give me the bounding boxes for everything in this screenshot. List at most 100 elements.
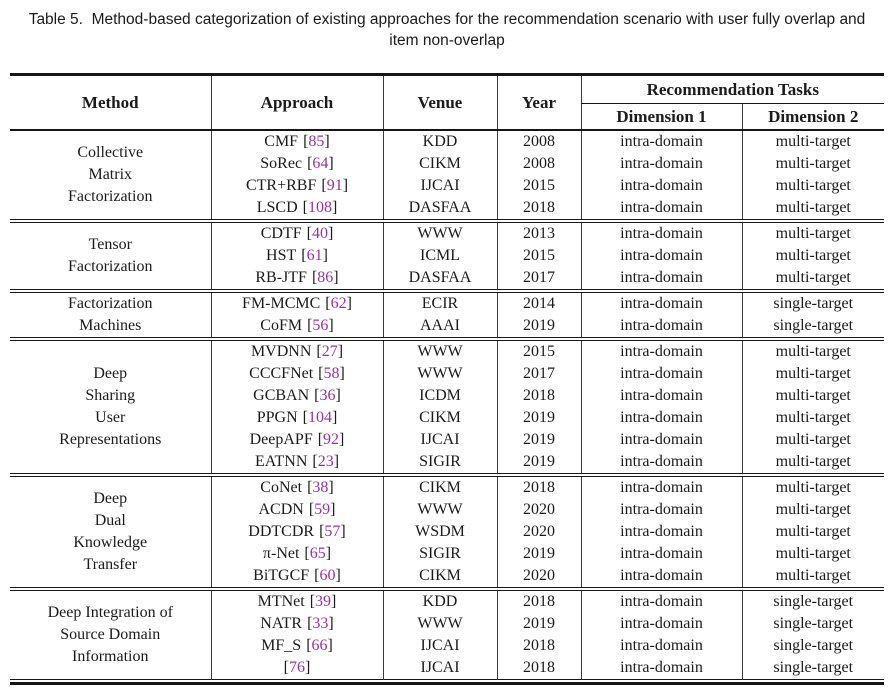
dimension2-cell: single-target: [741, 315, 885, 339]
table-row: PPGN [104] CIKM 2019 intra-domain multi-targe…: [10, 407, 885, 429]
dimension2-cell: multi-target: [741, 153, 885, 175]
approach-name: NATR: [260, 615, 303, 632]
venue-cell: KDD: [382, 589, 497, 613]
citation-number: 86: [317, 269, 334, 286]
method-line: Dual: [94, 512, 126, 529]
method-line: Factorization: [68, 258, 153, 275]
citation-link[interactable]: [108]: [303, 199, 338, 216]
approach-cell: FM-MCMC [62]: [210, 291, 383, 315]
dimension2-cell: multi-target: [741, 267, 885, 291]
dimension1-cell: intra-domain: [580, 385, 742, 407]
citation-link[interactable]: [61]: [301, 247, 328, 264]
method-group: Deep Sharing User Representations MVDNN [27] W…: [10, 339, 885, 475]
year-cell: 2008: [496, 130, 581, 153]
citation-bracket-open: [: [306, 225, 312, 242]
table-row: CTR+RBF [91] IJCAI 2015 intra-domain multi-ta…: [10, 175, 885, 197]
citation-bracket-close: ]: [327, 637, 333, 654]
dimension2-cell: multi-target: [741, 499, 885, 521]
citation-link[interactable]: [86]: [312, 269, 339, 286]
table-row: LSCD [108] DASFAA 2018 intra-domain multi-tar…: [10, 197, 885, 221]
citation-bracket-open: [: [317, 431, 324, 448]
citation-link[interactable]: [64]: [307, 155, 334, 172]
citation-bracket-close: ]: [330, 501, 336, 518]
citation-bracket-open: [: [307, 615, 313, 632]
citation-link[interactable]: [33]: [307, 615, 334, 632]
approach-cell: HST [61]: [210, 245, 383, 267]
citation-bracket-close: ]: [333, 453, 340, 470]
citation-link[interactable]: [40]: [307, 225, 334, 242]
citation-bracket-close: ]: [333, 269, 339, 286]
approach-name: CCCFNet: [249, 365, 314, 382]
citation-number: 64: [312, 155, 329, 172]
method-name: Deep Dual Knowledge Transfer: [10, 488, 211, 576]
dimension1-cell: intra-domain: [580, 291, 742, 315]
approach-cell: ACDN [59]: [210, 499, 383, 521]
method-line: Factorization: [68, 188, 153, 205]
citation-link[interactable]: [38]: [307, 479, 334, 496]
header-method: Method: [81, 92, 139, 112]
venue-cell: CIKM: [382, 407, 497, 429]
citation-link[interactable]: [59]: [309, 501, 336, 518]
year-cell: 2017: [496, 363, 581, 385]
citation-bracket-close: ]: [328, 479, 334, 496]
citation-number: 57: [324, 523, 341, 540]
citation-link[interactable]: [36]: [314, 387, 341, 404]
method-group: Deep Dual Knowledge Transfer CoNet [38] CIKM 20…: [10, 475, 885, 589]
citation-number: 59: [314, 501, 331, 518]
citation-bracket-open: [: [312, 453, 318, 470]
approach-cell: π-Net [65]: [210, 543, 383, 565]
approach-cell: EATNN [23]: [210, 451, 383, 475]
citation-link[interactable]: [92]: [318, 431, 345, 448]
method-name: Collective Matrix Factorization: [10, 142, 211, 208]
approach-cell: DDTCDR [57]: [210, 521, 383, 543]
citation-number: 27: [321, 343, 338, 360]
approach-cell: CMF [85]: [210, 130, 383, 153]
citation-link[interactable]: [65]: [304, 545, 331, 562]
citation-link[interactable]: [27]: [316, 343, 343, 360]
citation-link[interactable]: [91]: [321, 177, 348, 194]
dimension2-cell: single-target: [741, 589, 885, 613]
citation-link[interactable]: [76]: [284, 659, 311, 676]
citation-link[interactable]: [39]: [310, 593, 337, 610]
citation-number: 66: [311, 637, 328, 654]
citation-link[interactable]: [66]: [306, 637, 333, 654]
citation-number: 38: [312, 479, 329, 496]
method-cell: Deep Sharing User Representations: [10, 339, 211, 475]
citation-bracket-open: [: [319, 523, 325, 540]
venue-cell: DASFAA: [382, 267, 497, 291]
citation-link[interactable]: [85]: [303, 133, 330, 150]
citation-link[interactable]: [56]: [307, 317, 334, 334]
method-group: Factorization Machines FM-MCMC [62] ECIR 2014…: [10, 291, 885, 339]
approach-cell: CoFM [56]: [210, 315, 383, 339]
citation-bracket-close: ]: [331, 593, 337, 610]
approach-name: CMF: [264, 133, 299, 150]
citation-link[interactable]: [57]: [319, 523, 346, 540]
citation-link[interactable]: [58]: [318, 365, 345, 382]
approach-name: CoFM: [260, 317, 303, 334]
method-line: Matrix: [88, 166, 133, 183]
dimension2-cell: multi-target: [741, 521, 885, 543]
citation-bracket-open: [: [283, 659, 289, 676]
table-row: ACDN [59] WWW 2020 intra-domain multi-target: [10, 499, 885, 521]
citation-bracket-close: ]: [335, 387, 341, 404]
venue-cell: IJCAI: [382, 635, 497, 657]
citation-link[interactable]: [104]: [303, 409, 338, 426]
dimension1-cell: intra-domain: [580, 635, 742, 657]
dimension2-cell: multi-target: [741, 451, 885, 475]
citation-bracket-open: [: [302, 409, 308, 426]
table-row: DDTCDR [57] WSDM 2020 intra-domain multi-targ…: [10, 521, 885, 543]
citation-bracket-close: ]: [339, 365, 345, 382]
method-line: Source Domain: [60, 626, 161, 643]
citation-bracket-open: [: [307, 479, 313, 496]
year-cell: 2018: [496, 635, 581, 657]
venue-cell: ICDM: [382, 385, 497, 407]
year-cell: 2015: [496, 339, 581, 363]
venue-cell: WWW: [382, 221, 497, 245]
table-row: HST [61] ICML 2015 intra-domain multi-target: [10, 245, 885, 267]
table-row: MF_S [66] IJCAI 2018 intra-domain single-targ…: [10, 635, 885, 657]
table-row: Factorization Machines FM-MCMC [62] ECIR 2014…: [10, 291, 885, 334]
citation-link[interactable]: [62]: [325, 295, 352, 312]
citation-link[interactable]: [60]: [314, 567, 341, 584]
citation-link[interactable]: [23]: [312, 453, 339, 470]
table-row: Tensor Factorization CDTF [40] WWW 2013 intra-…: [10, 221, 885, 275]
